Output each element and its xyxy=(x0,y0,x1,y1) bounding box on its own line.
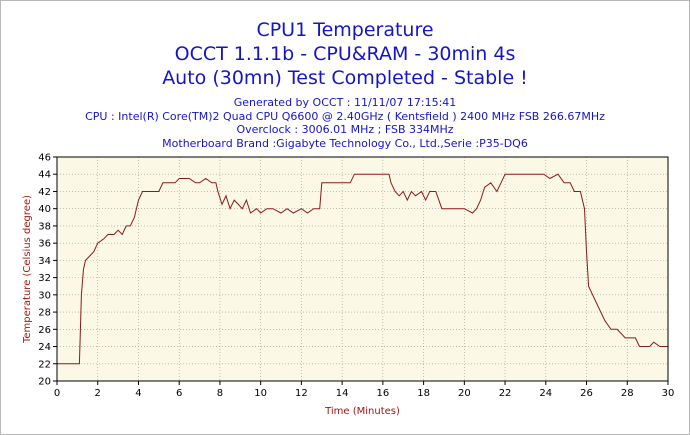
y-tick-label: 24 xyxy=(38,342,51,353)
y-tick-label: 46 xyxy=(38,153,51,164)
y-tick-label: 20 xyxy=(38,377,51,388)
y-tick-label: 40 xyxy=(38,204,51,215)
x-tick-label: 20 xyxy=(458,388,471,399)
chart-subtitle-status: Auto (30mn) Test Completed - Stable ! xyxy=(162,67,528,89)
y-axis-label: Temperature (Celsius degree) xyxy=(22,195,33,344)
temperature-series-line xyxy=(57,173,668,365)
x-tick-label: 14 xyxy=(336,388,349,399)
info-motherboard: Motherboard Brand :Gigabyte Technology C… xyxy=(162,137,528,150)
plot-border xyxy=(56,156,669,382)
y-tick-label: 32 xyxy=(38,273,51,284)
grid-lines xyxy=(57,157,668,381)
y-tick-label: 44 xyxy=(38,170,51,181)
y-tick-label: 38 xyxy=(38,221,51,232)
x-tick-label: 12 xyxy=(295,388,308,399)
info-generated: Generated by OCCT : 11/11/07 17:15:41 xyxy=(233,96,457,109)
x-tick-label: 4 xyxy=(135,388,141,399)
y-tick-label: 22 xyxy=(38,359,51,370)
y-tick-label: 36 xyxy=(38,239,51,250)
x-tick-label: 18 xyxy=(417,388,430,399)
y-tick-label: 34 xyxy=(38,256,51,267)
x-tick-label: 26 xyxy=(580,388,593,399)
x-tick-label: 30 xyxy=(662,388,675,399)
y-tick-label: 30 xyxy=(38,290,51,301)
x-axis-label: Time (Minutes) xyxy=(324,406,400,417)
info-overclock: Overclock : 3006.01 MHz ; FSB 334MHz xyxy=(236,123,454,136)
x-tick-label: 0 xyxy=(54,388,60,399)
y-tick-label: 26 xyxy=(38,325,51,336)
x-tick-label: 8 xyxy=(217,388,223,399)
chart-title: CPU1 Temperature xyxy=(256,19,434,41)
x-tick-label: 10 xyxy=(254,388,267,399)
y-tick-label: 28 xyxy=(38,308,51,319)
y-tick-label: 42 xyxy=(38,187,51,198)
plot-area xyxy=(57,157,668,381)
x-tick-label: 16 xyxy=(376,388,389,399)
x-tick-label: 2 xyxy=(95,388,101,399)
x-tick-label: 6 xyxy=(176,388,182,399)
info-cpu: CPU : Intel(R) Core(TM)2 Quad CPU Q6600 … xyxy=(85,110,605,123)
x-tick-label: 24 xyxy=(539,388,552,399)
x-tick-label: 28 xyxy=(621,388,634,399)
chart-subtitle-test: OCCT 1.1.1b - CPU&RAM - 30min 4s xyxy=(174,43,516,65)
x-tick-label: 22 xyxy=(499,388,512,399)
